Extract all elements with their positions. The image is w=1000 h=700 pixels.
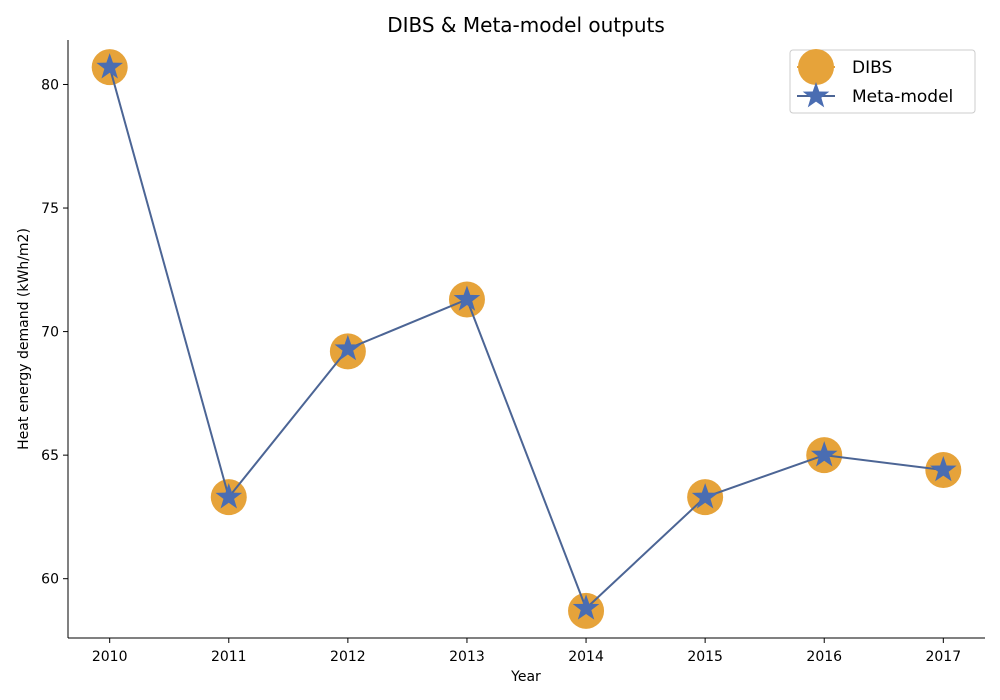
x-tick-label: 2016 — [806, 649, 842, 665]
meta-model-point — [215, 483, 243, 509]
x-tick-label: 2010 — [92, 649, 128, 665]
meta-model-point — [572, 594, 600, 620]
meta-model-point — [453, 285, 481, 311]
legend-dibs-marker — [798, 49, 834, 85]
meta-model-point — [96, 53, 123, 79]
y-tick-label: 75 — [41, 201, 59, 217]
meta-model-point — [930, 455, 957, 482]
y-axis-ticks: 60 65 70 75 80 — [41, 77, 68, 588]
y-tick-label: 60 — [41, 572, 59, 588]
x-tick-label: 2014 — [568, 649, 604, 665]
meta-model-point — [810, 441, 838, 467]
y-tick-label: 65 — [41, 448, 59, 464]
x-tick-label: 2015 — [687, 649, 723, 665]
x-tick-label: 2017 — [925, 649, 961, 665]
x-tick-label: 2011 — [211, 649, 247, 665]
legend-meta-marker — [802, 82, 830, 108]
y-tick-label: 70 — [41, 325, 59, 341]
legend-box — [789, 49, 976, 114]
x-axis-ticks: 2010 2011 2012 2013 2014 2015 2016 2017 — [92, 638, 961, 665]
x-tick-label: 2013 — [449, 649, 485, 665]
y-tick-label: 80 — [41, 77, 59, 93]
chart-title: DIBS & Meta-model outputs — [387, 13, 665, 37]
y-axis-label: Heat energy demand (kWh/m2) — [16, 228, 32, 450]
plot-area — [91, 49, 962, 629]
legend-dibs-label: DIBS — [852, 58, 892, 78]
x-tick-label: 2012 — [330, 649, 366, 665]
legend: DIBS Meta-model — [789, 49, 976, 114]
meta-model-point — [691, 483, 719, 509]
legend-meta-label: Meta-model — [852, 87, 953, 107]
meta-model-line — [108, 66, 944, 611]
meta-model-point — [334, 334, 362, 361]
x-axis-label: Year — [510, 669, 541, 685]
